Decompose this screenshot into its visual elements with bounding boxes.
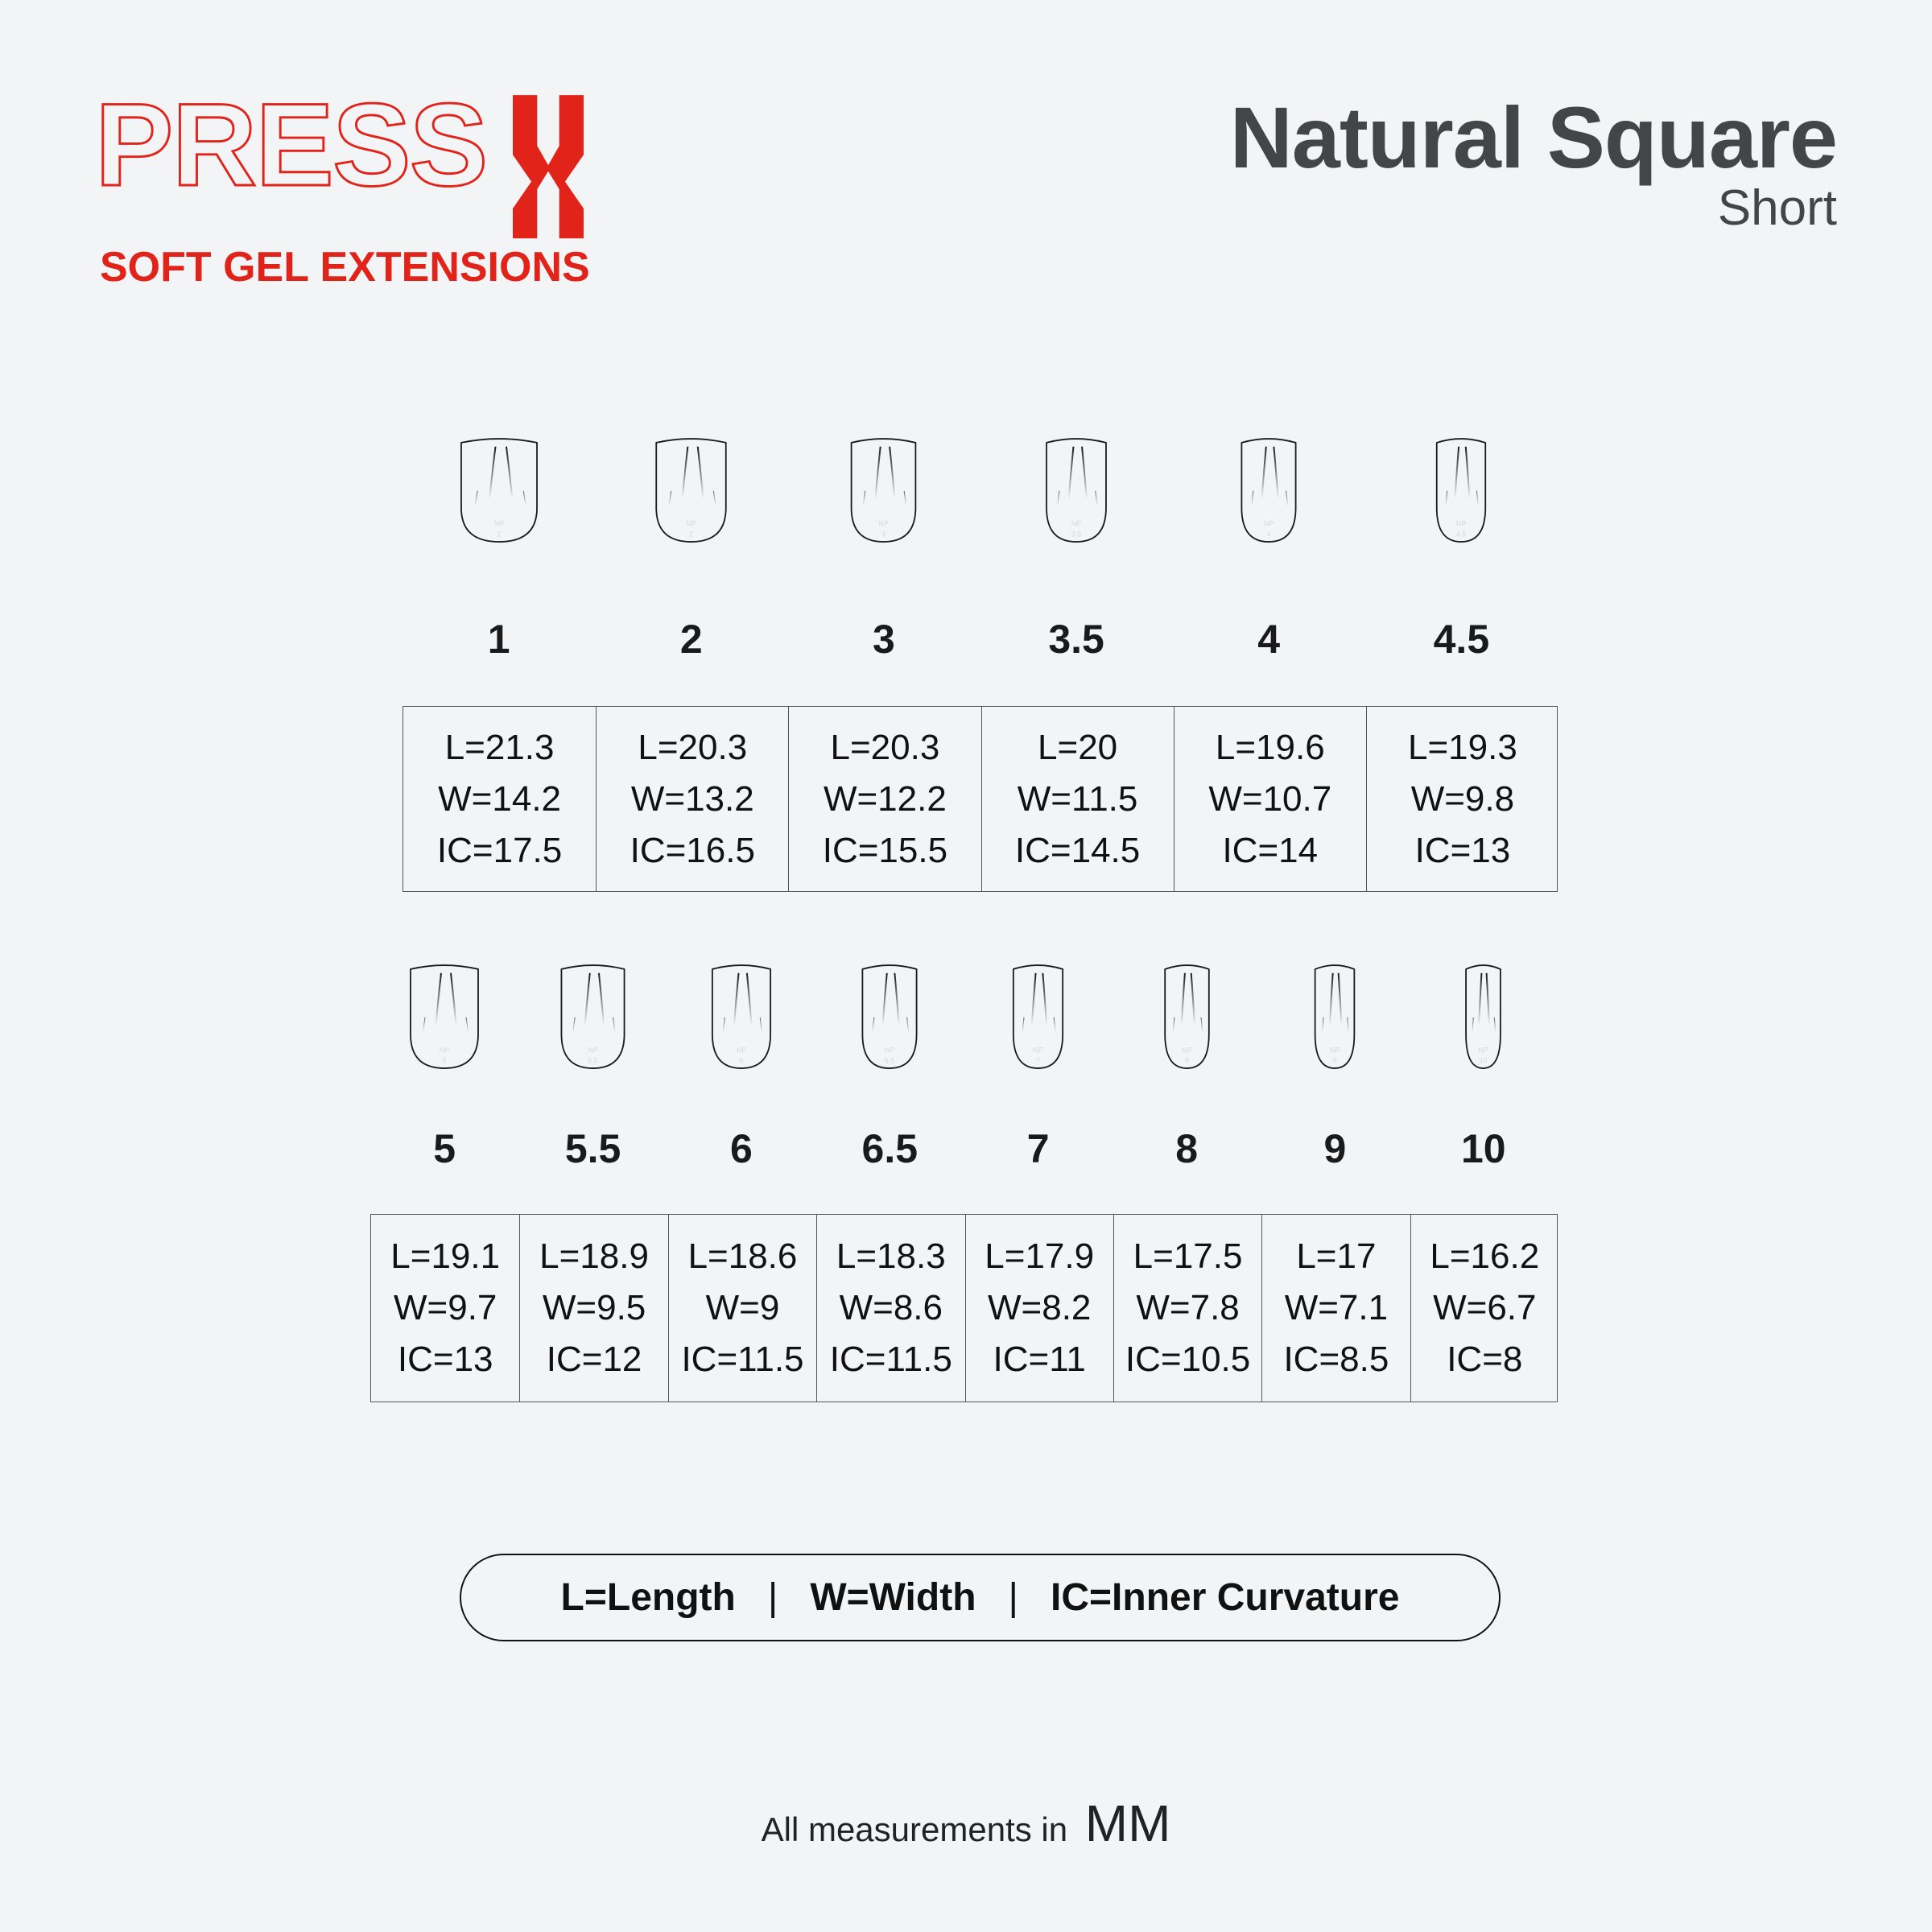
svg-text:1: 1 [497,530,501,539]
svg-text:8: 8 [1185,1057,1189,1065]
svg-text:NP: NP [440,1046,450,1055]
svg-text:9: 9 [1333,1057,1337,1065]
svg-text:NP: NP [879,520,890,528]
svg-text:NP: NP [686,520,696,528]
svg-text:NP: NP [1264,520,1274,528]
svg-text:3.5: 3.5 [1071,530,1082,539]
svg-text:NP: NP [1071,520,1082,528]
svg-text:NP: NP [588,1046,598,1055]
svg-text:PRESS: PRESS [95,79,486,210]
svg-text:NP: NP [885,1046,895,1055]
svg-text:4: 4 [1267,530,1271,539]
svg-text:10: 10 [1480,1057,1488,1065]
svg-text:NP: NP [1479,1046,1489,1055]
svg-text:7: 7 [1036,1057,1040,1065]
svg-text:4.5: 4.5 [1456,530,1467,539]
svg-text:NP: NP [1456,520,1467,528]
svg-text:3: 3 [881,530,886,539]
svg-text:2: 2 [689,530,693,539]
svg-text:NP: NP [1182,1046,1192,1055]
svg-text:NP: NP [1330,1046,1340,1055]
svg-text:NP: NP [493,520,504,528]
svg-text:NP: NP [1033,1046,1043,1055]
svg-text:6.5: 6.5 [885,1057,895,1065]
svg-text:NP: NP [737,1046,747,1055]
svg-text:6: 6 [739,1057,743,1065]
svg-text:5.5: 5.5 [588,1057,598,1065]
svg-text:5: 5 [443,1057,447,1065]
